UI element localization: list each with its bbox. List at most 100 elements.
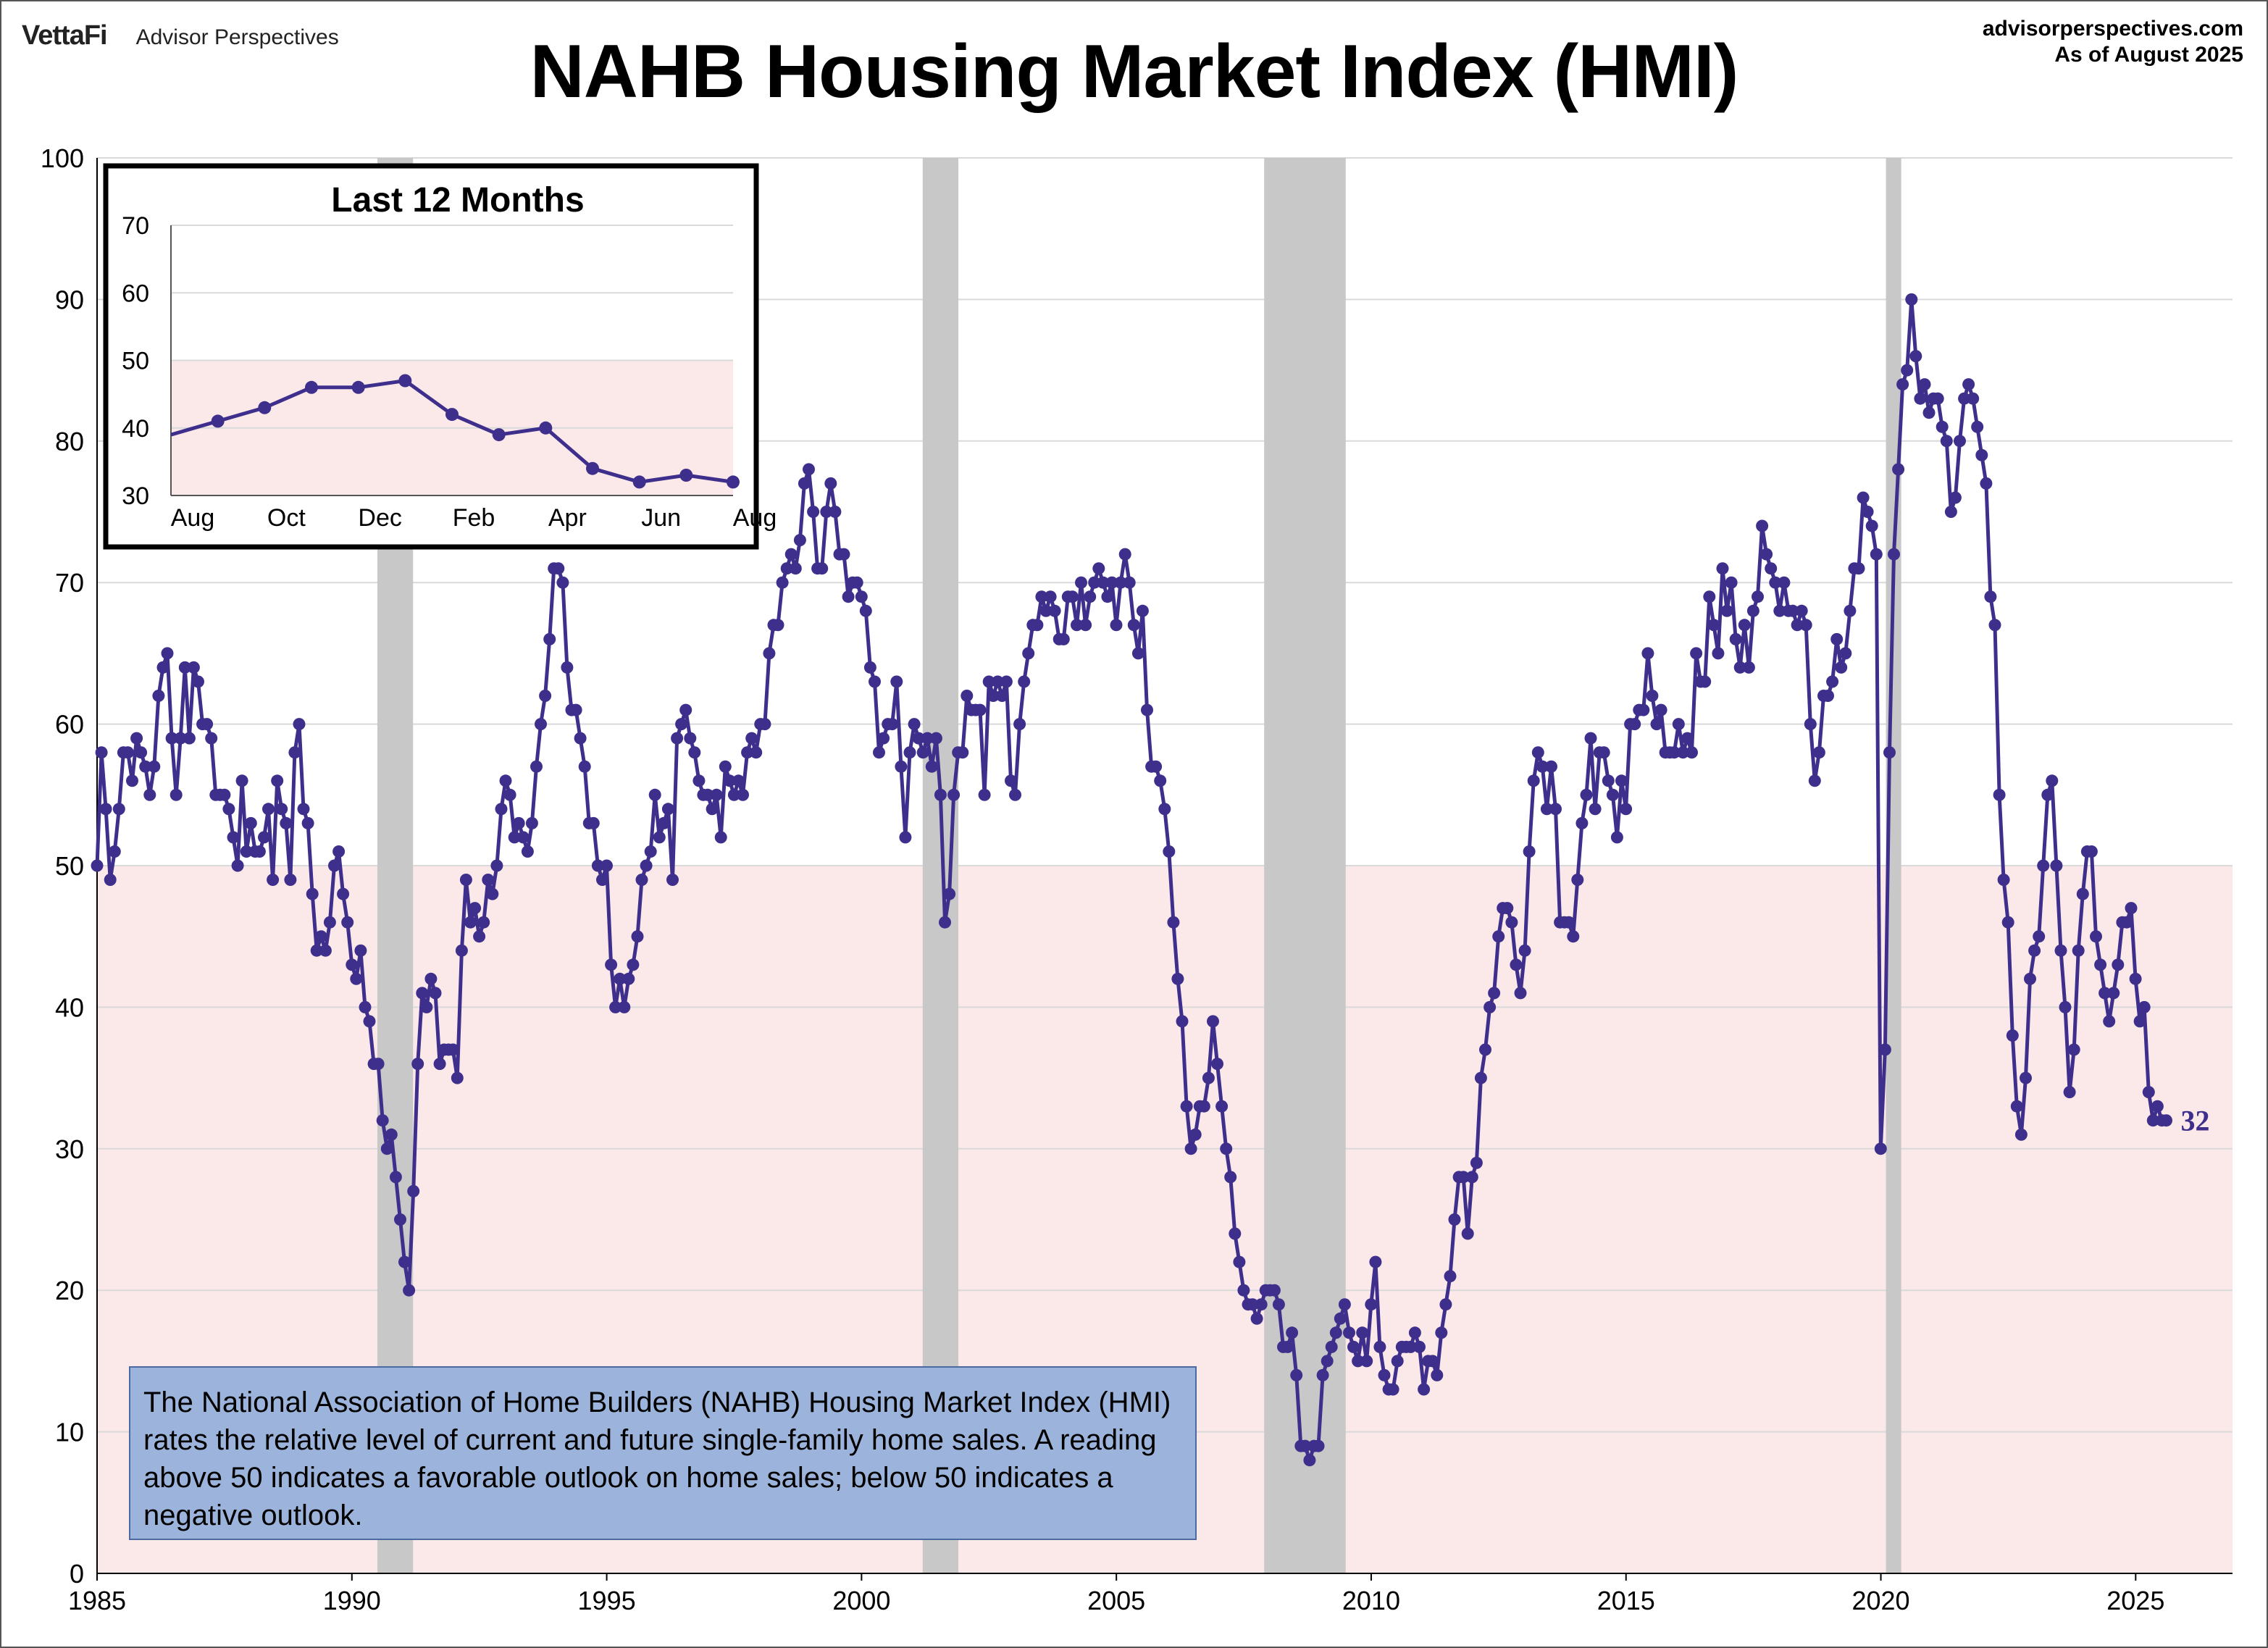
inset-y-tick-label: 70 [122, 212, 149, 240]
description-box: The National Association of Home Builder… [129, 1366, 1197, 1540]
hmi-point [1914, 392, 1927, 405]
hmi-point [635, 874, 648, 886]
hmi-point [921, 732, 934, 745]
y-tick-label: 100 [41, 143, 84, 173]
hmi-point [2094, 958, 2107, 971]
x-tick-label: 2025 [2106, 1586, 2164, 1615]
hmi-point [1066, 590, 1079, 603]
hmi-point [499, 774, 512, 787]
hmi-point [139, 760, 152, 773]
hmi-point [1641, 647, 1654, 660]
last-value-label: 32 [2181, 1105, 2210, 1137]
hmi-point [1733, 661, 1746, 674]
hmi-point [648, 788, 661, 801]
hmi-point [1707, 619, 1720, 632]
x-tick-label: 2000 [832, 1586, 890, 1615]
recession-band [1264, 158, 1346, 1573]
hmi-point [1268, 1284, 1281, 1297]
hmi-point [1672, 718, 1685, 731]
hmi-point [1716, 562, 1729, 575]
hmi-point [1255, 1298, 1268, 1311]
hmi-point [1901, 364, 1914, 377]
hmi-point [455, 944, 468, 957]
hmi-point [1738, 619, 1751, 632]
hmi-point [1084, 590, 1097, 603]
hmi-point [416, 987, 429, 1000]
hmi-point [1896, 378, 1909, 391]
hmi-point [2046, 774, 2059, 787]
hmi-point [1967, 392, 1980, 405]
hmi-point [877, 732, 890, 745]
hmi-point [2037, 859, 2050, 872]
hmi-point [2146, 1114, 2159, 1127]
hmi-point [1773, 604, 1786, 617]
hmi-point [982, 675, 995, 688]
hmi-point [732, 774, 745, 787]
hmi-point [1888, 548, 1900, 561]
hmi-point [943, 887, 956, 900]
hmi-point [1105, 576, 1118, 589]
hmi-point [1531, 746, 1544, 759]
hmi-point [1097, 576, 1110, 589]
hmi-point [640, 859, 653, 872]
hmi-point [2090, 930, 2102, 943]
hmi-point [1329, 1326, 1342, 1339]
hmi-point [1281, 1340, 1294, 1353]
hmi-point [1993, 788, 2006, 801]
hmi-point [2112, 958, 2125, 971]
hmi-point [1075, 576, 1087, 589]
hmi-point [244, 816, 257, 829]
hmi-point [1154, 774, 1167, 787]
hmi-point [1457, 1171, 1470, 1184]
hmi-point [1005, 774, 1017, 787]
y-tick-label: 20 [55, 1276, 84, 1305]
hmi-point [1246, 1298, 1259, 1311]
hmi-point [1571, 874, 1584, 886]
hmi-point [1756, 519, 1769, 532]
hmi-point [1461, 1227, 1474, 1240]
hmi-point [837, 548, 850, 561]
hmi-point [1360, 1355, 1373, 1368]
hmi-point [1171, 972, 1184, 985]
inset-point [211, 414, 225, 428]
hmi-point [1229, 1227, 1242, 1240]
hmi-point [1720, 604, 1733, 617]
hmi-point [556, 576, 569, 589]
hmi-point [2050, 859, 2063, 872]
hmi-point [850, 576, 863, 589]
hmi-point [1356, 1326, 1369, 1339]
hmi-point [1606, 788, 1619, 801]
hmi-point [1365, 1298, 1378, 1311]
hmi-point [789, 562, 802, 575]
hmi-point [1944, 506, 1957, 518]
hmi-point [346, 958, 359, 971]
hmi-point [1071, 619, 1083, 632]
hmi-point [1597, 746, 1610, 759]
hmi-point [2138, 1000, 2151, 1013]
hmi-point [95, 746, 108, 759]
hmi-point [1118, 548, 1131, 561]
hmi-point [1518, 944, 1531, 957]
hmi-point [863, 661, 876, 674]
hmi-point [310, 944, 323, 957]
hmi-point [925, 760, 938, 773]
hmi-point [2133, 1015, 2146, 1028]
hmi-point [512, 816, 525, 829]
hmi-point [1654, 703, 1667, 716]
hmi-point [99, 803, 112, 816]
hmi-point [1158, 803, 1171, 816]
hmi-point [1615, 774, 1628, 787]
hmi-point [143, 788, 156, 801]
hmi-point [1092, 562, 1105, 575]
hmi-point [1760, 548, 1773, 561]
hmi-point [820, 506, 833, 518]
hmi-point [1931, 392, 1944, 405]
hmi-point [165, 732, 178, 745]
inset-y-tick-label: 50 [122, 348, 149, 375]
hmi-point [1988, 619, 2001, 632]
hmi-point [824, 477, 837, 490]
x-tick-label: 1985 [68, 1586, 126, 1615]
hmi-point [2001, 916, 2014, 929]
hmi-point [2014, 1128, 2028, 1141]
hmi-point [411, 1058, 424, 1071]
